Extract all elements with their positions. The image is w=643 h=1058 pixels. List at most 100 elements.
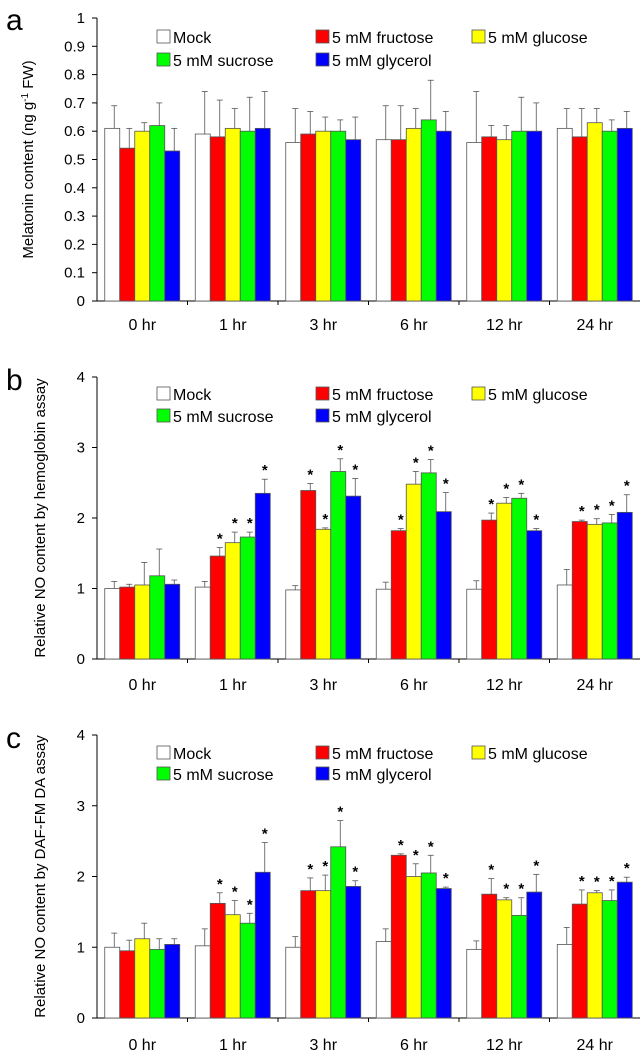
legend-label: 5 mM sucrose: [173, 409, 274, 426]
bar: [254, 492, 271, 660]
bar: [375, 139, 392, 302]
legend-label: 5 mM glycerol: [332, 409, 432, 426]
bar: [405, 127, 422, 302]
panel-letter: b: [6, 364, 23, 397]
bar: [586, 122, 603, 302]
bar: [254, 871, 271, 1019]
legend-label: 5 mM fructose: [332, 387, 433, 404]
bar: [119, 586, 136, 660]
bar: [420, 872, 437, 1019]
bar: [481, 893, 498, 1019]
legend-label: 5 mM fructose: [332, 30, 433, 47]
bar: [330, 846, 347, 1019]
significance-star: *: [488, 862, 494, 879]
significance-star: *: [503, 481, 509, 498]
y-tick-label: 0: [77, 293, 85, 310]
y-tick-label: 0.4: [64, 180, 85, 197]
bar: [285, 142, 302, 302]
x-tick-label: 3 hr: [309, 1037, 337, 1053]
significance-star: *: [594, 874, 600, 891]
legend-label: 5 mM glucose: [488, 746, 588, 763]
significance-star: *: [217, 876, 223, 893]
bar: [466, 588, 483, 660]
bar: [556, 944, 573, 1019]
panel-letter: c: [6, 722, 21, 755]
significance-star: *: [322, 511, 328, 528]
y-tick-label: 0: [77, 1010, 85, 1027]
bar: [104, 127, 121, 302]
x-tick-label: 3 hr: [309, 317, 337, 334]
bar: [390, 530, 407, 660]
bar: [164, 944, 181, 1019]
bar: [254, 127, 271, 302]
panel-letter: a: [6, 4, 23, 37]
bar: [511, 915, 528, 1019]
significance-star: *: [609, 873, 615, 890]
panel-a: a 0 0.1 0.2 0.3 0.4 0.5 0.6 0.7 0.8 0.9 1 Melatonin …: [6, 4, 640, 334]
bar: [209, 902, 226, 1019]
y-tick-label: 0.3: [64, 208, 85, 225]
bar: [209, 555, 226, 660]
significance-star: *: [398, 512, 404, 529]
bar: [526, 530, 543, 660]
legend-swatch: [315, 766, 330, 781]
x-tick-label: 6 hr: [400, 677, 428, 694]
x-tick-label: 0 hr: [128, 1037, 156, 1053]
bar: [375, 588, 392, 660]
y-tick-label: 0.8: [64, 67, 85, 84]
bar: [435, 130, 452, 302]
significance-star: *: [398, 837, 404, 854]
bar: [511, 130, 528, 302]
bar: [481, 519, 498, 660]
x-tick-label: 12 hr: [486, 677, 523, 694]
bar: [405, 876, 422, 1019]
y-tick-label: 1: [77, 10, 85, 27]
bar: [481, 136, 498, 302]
y-tick-label: 3: [77, 798, 85, 815]
x-tick-label: 24 hr: [577, 317, 614, 334]
legend-label: 5 mM glycerol: [332, 767, 432, 784]
bar: [164, 150, 181, 302]
x-tick-label: 24 hr: [577, 677, 614, 694]
bar: [616, 511, 633, 660]
bar: [571, 521, 588, 660]
bar: [194, 945, 211, 1019]
bar: [164, 583, 181, 660]
bar: [134, 130, 151, 302]
bar: [375, 941, 392, 1019]
bar: [435, 888, 452, 1019]
bar: [466, 142, 483, 302]
bar: [134, 584, 151, 660]
bar: [300, 133, 317, 302]
legend-swatch: [471, 745, 486, 760]
bar: [239, 130, 256, 302]
significance-star: *: [262, 826, 268, 843]
significance-star: *: [413, 454, 419, 471]
bar: [104, 588, 121, 660]
bar: [405, 483, 422, 660]
y-tick-label: 0.9: [64, 38, 85, 55]
legend-swatch: [156, 52, 171, 67]
bar: [556, 127, 573, 302]
y-tick-label: 1: [77, 581, 85, 598]
panel-b: b 0 1 2 3 4 Relative NO content by hemoglobin …: [6, 364, 640, 694]
significance-star: *: [337, 442, 343, 459]
bar: [616, 881, 633, 1019]
bar: [209, 136, 226, 302]
legend-swatch: [315, 29, 330, 44]
x-tick-label: 0 hr: [128, 317, 156, 334]
bar: [119, 147, 136, 302]
bar: [300, 890, 317, 1019]
y-tick-label: 4: [77, 727, 85, 744]
bar: [526, 891, 543, 1019]
bar: [224, 914, 241, 1019]
y-tick-label: 1: [77, 939, 85, 956]
x-tick-label: 6 hr: [400, 1037, 428, 1053]
significance-star: *: [352, 864, 358, 881]
bar: [149, 125, 166, 302]
significance-star: *: [624, 860, 630, 877]
bar: [571, 136, 588, 302]
bar: [315, 890, 332, 1019]
